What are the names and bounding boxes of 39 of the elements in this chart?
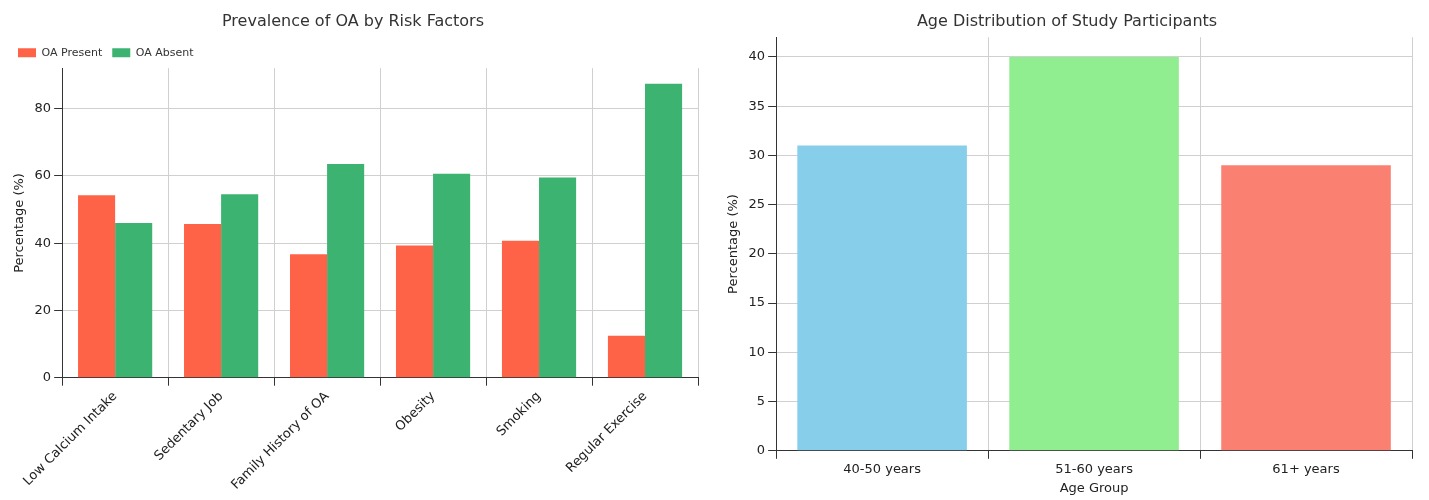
bar [115,222,153,378]
bar [1221,165,1391,451]
x-tick-label: 51-60 years [1055,460,1134,476]
y-axis-title: Percentage (%) [11,173,27,273]
bar [645,83,683,378]
y-tick-label: 10 [748,343,766,359]
y-tick-label: 80 [34,99,52,115]
bar [607,335,646,378]
y-tick-label: 25 [748,195,766,211]
y-tick-label: 60 [34,167,52,183]
bar [395,245,434,378]
bar [1009,56,1179,451]
y-tick-label: 40 [748,48,766,64]
x-tick-label: 40-50 years [843,460,922,476]
y-tick-label: 40 [34,234,52,250]
y-axis-title: Percentage (%) [725,194,741,294]
bar [184,223,222,378]
bar [327,164,365,378]
x-tick-label: 61+ years [1272,460,1340,476]
chart-title: Age Distribution of Study Participants [916,10,1218,30]
legend-label: OA Present [41,45,103,59]
bar [797,145,967,451]
y-tick-label: 0 [42,369,52,385]
y-tick-label: 20 [34,301,52,317]
bar [289,254,328,378]
y-tick-label: 35 [748,97,766,113]
x-axis-title: Age Group [1059,479,1129,495]
bar [539,177,577,378]
y-tick-label: 0 [756,442,766,458]
y-tick-label: 30 [748,146,766,162]
bar [501,240,540,378]
bar [78,195,116,378]
bar [221,194,259,378]
chart-title: Prevalence of OA by Risk Factors [222,10,484,30]
y-tick-label: 20 [748,245,766,261]
y-tick-label: 15 [748,294,766,310]
legend-label: OA Absent [135,45,195,59]
bar [433,173,471,378]
y-tick-label: 5 [756,392,766,408]
